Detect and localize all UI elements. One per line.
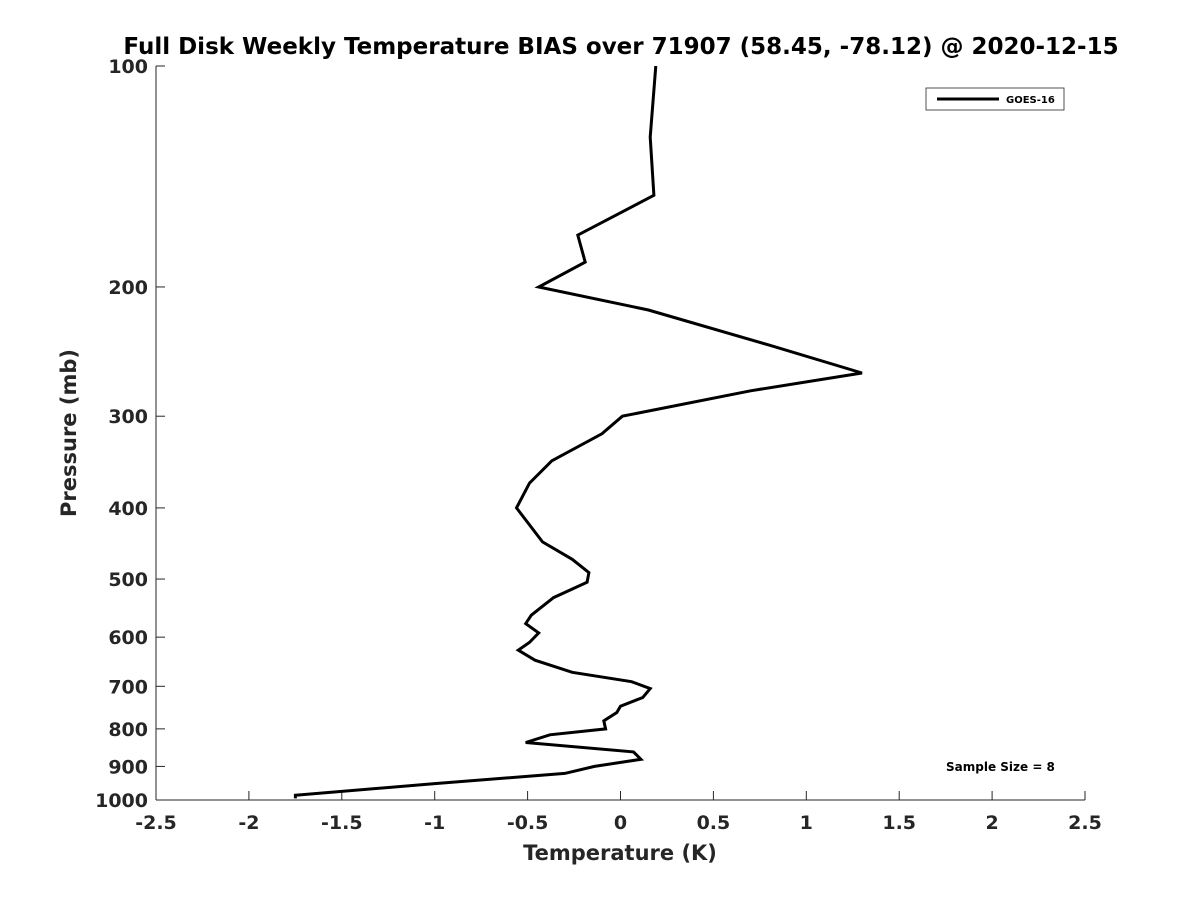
x-tick-label: 0 — [614, 812, 627, 834]
legend: GOES-16 — [925, 87, 1065, 111]
y-tick-label: 500 — [108, 569, 148, 591]
x-tick-label: -2 — [238, 812, 259, 834]
legend-label-goes-16: GOES-16 — [1006, 95, 1055, 106]
y-tick-label: 1000 — [95, 790, 148, 812]
y-tick-label: 900 — [108, 756, 148, 778]
chart-title: Full Disk Weekly Temperature BIAS over 7… — [123, 34, 1118, 60]
x-tick-label: -2.5 — [135, 812, 177, 834]
y-tick-label: 300 — [108, 406, 148, 428]
x-tick-label: 1.5 — [882, 812, 916, 834]
x-tick-label: 2 — [985, 812, 998, 834]
series-line-goes-16 — [293, 65, 863, 799]
axes-background — [156, 66, 1085, 800]
x-ticks: -2.5 -2 -1.5 -1 -0.5 0 0.5 1 1.5 2 2.5 — [135, 791, 1102, 834]
y-tick-label: 400 — [108, 498, 148, 520]
y-tick-label: 100 — [108, 56, 148, 78]
x-tick-label: -1.5 — [321, 812, 363, 834]
series-layer — [293, 65, 863, 799]
x-tick-label: 1 — [800, 812, 813, 834]
y-tick-label: 600 — [108, 627, 148, 649]
y-tick-label: 200 — [108, 277, 148, 299]
x-tick-label: -0.5 — [507, 812, 549, 834]
x-tick-label: 0.5 — [697, 812, 731, 834]
x-axis-label: Temperature (K) — [523, 841, 717, 865]
y-tick-label: 800 — [108, 719, 148, 741]
y-ticks: 100 200 300 400 500 600 700 800 900 1000 — [95, 56, 165, 812]
x-tick-label: -1 — [424, 812, 445, 834]
sample-size-annotation: Sample Size = 8 — [946, 760, 1055, 774]
x-tick-label: 2.5 — [1068, 812, 1102, 834]
y-tick-label: 700 — [108, 676, 148, 698]
y-axis-label: Pressure (mb) — [57, 349, 81, 517]
plot-area: -2.5 -2 -1.5 -1 -0.5 0 0.5 1 1.5 2 2.5 100 200 300 40… — [95, 56, 1102, 834]
